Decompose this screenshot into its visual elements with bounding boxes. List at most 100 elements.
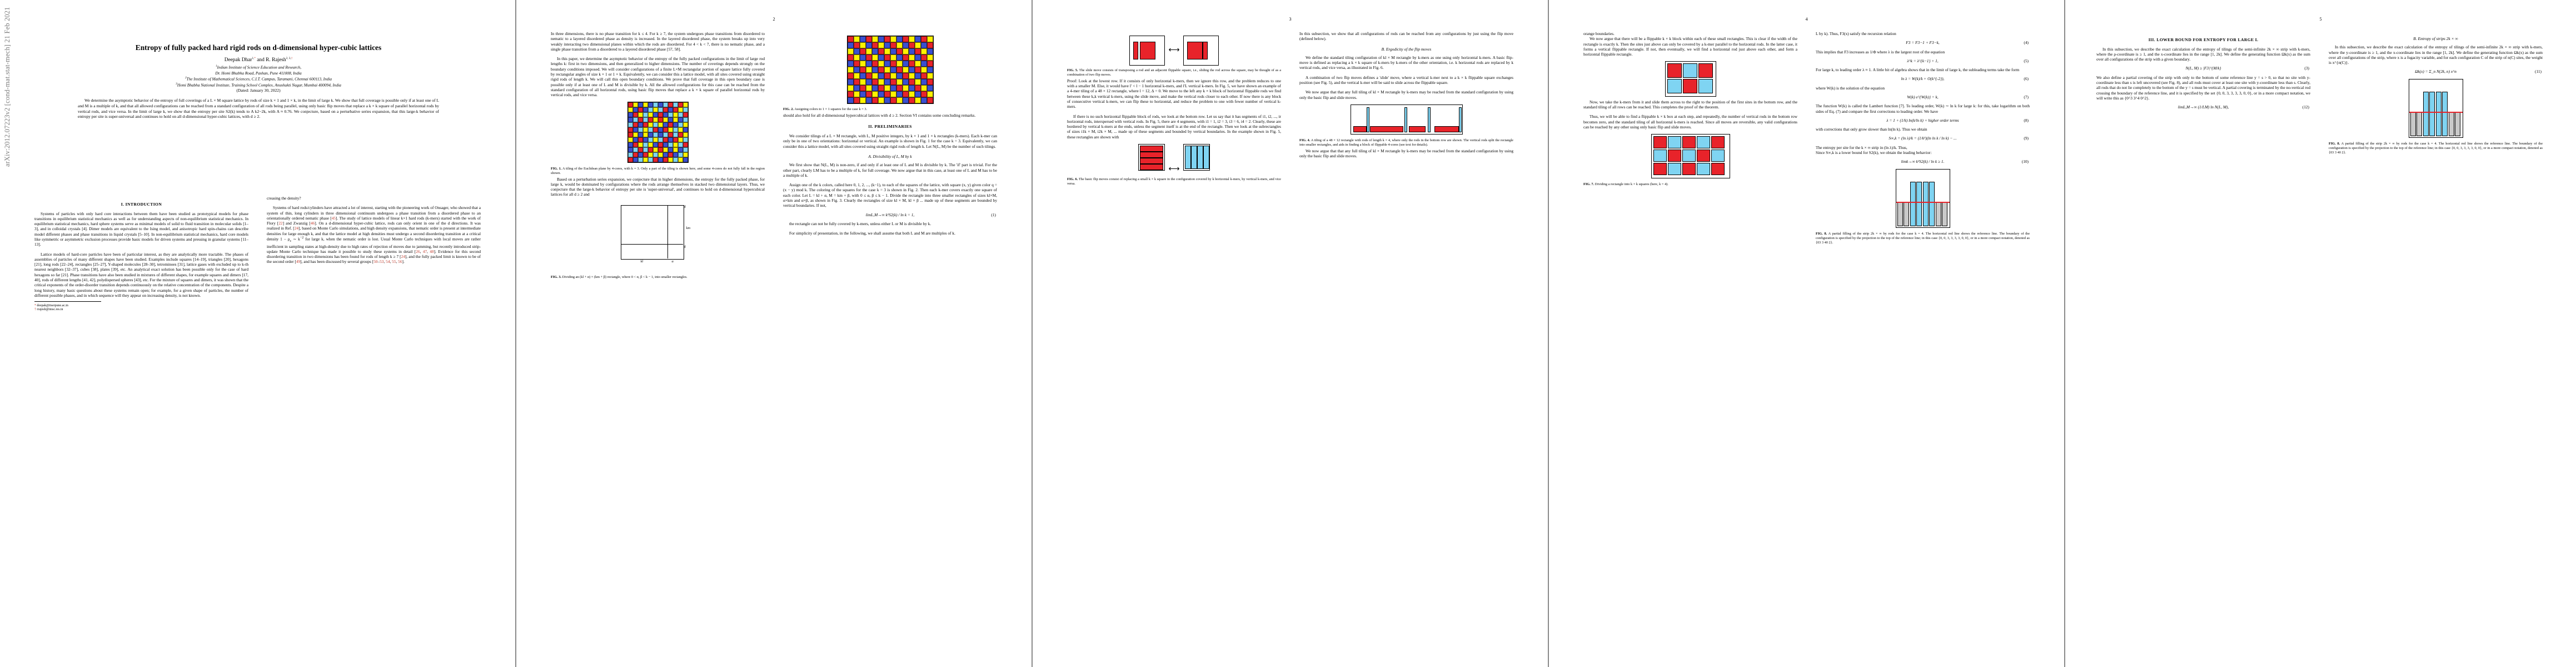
equation-12: limL,M→∞ (1/LM) ln N(L, M), (12) [2178,104,2309,110]
page4-column-right: L by k). Thus, F3(x) satisfy the recursi… [1816,31,2030,246]
double-arrow-icon: ⟷ [1168,46,1180,55]
dated-line: (Dated: January 30, 2022) [236,88,281,93]
double-arrow-icon: ⟷ [1168,165,1180,174]
page-2: 2 In three dimensions, there is no phase… [516,0,1032,667]
figure-6-caption: FIG. 6. The basic flip moves consist of … [1067,177,1281,186]
figure-7-left [1583,61,1797,98]
paragraph: We also define a partial covering of the… [2096,74,2310,101]
figure-8: FIG. 8. A partial filling of the strip 2… [1816,168,2030,245]
affiliation-block: 1Indian Institute of Science Education a… [176,64,341,88]
paragraph: Systems of particles with only hard core… [34,211,248,247]
page-title: Entropy of fully packed hard rigid rods … [135,43,382,52]
subsection-ergodicity: B. Ergodicity of the flip moves [1381,46,1432,52]
fig8-strip-graphic [1816,168,2030,229]
figure-4-caption: FIG. 4. A tiling of a 48 × 12 rectangle … [1299,138,1513,147]
paragraph: should also hold for all d-dimensional h… [783,113,976,118]
figure-1: FIG. 1. A tiling of the Euclidean plane … [551,102,765,175]
fig6-flip-move-graphic: ⟷ [1067,143,1281,175]
fig3-rectangle-graphic: β β α kl km [551,202,765,272]
paragraph: orange boundaries. [1583,31,1615,36]
abstract: We determine the asymptotic behavior of … [78,98,439,120]
figure-7-caption: FIG. 7. Dividing a rectangle into k × k … [1583,182,1668,187]
arxiv-identifier: arXiv:2012.07223v2 [cond-mat.stat-mech] … [3,7,11,167]
figure-8-right: FIG. 8. A partial filling of the strip 2… [2329,78,2543,155]
paragraph: A combination of two flip moves defines … [1299,74,1513,86]
equation-9: S∞,k = (ln λ)/k = (1/k²)(ln ln k / ln k)… [1889,136,2029,141]
equation-8: λ = 1 + (1/k) ln(k/ln k) + higher order … [1886,117,2029,123]
page5-column-right: B. Entropy of strips 2k × ∞ In this subs… [2329,31,2543,156]
page-number: 4 [1805,17,1808,22]
paragraph: Assign one of the k colors, called here … [783,182,997,208]
paragraph: Lattice models of hard-core particles ha… [34,251,248,298]
page-number: 3 [1289,17,1292,22]
paragraph: If there is no such horizontal flippable… [1067,113,1281,140]
figure-8-caption: FIG. 8. A partial filling of the strip 2… [1816,231,2030,245]
equation-1: limL,M→∞ k²S2(k) / ln k = 1, (1) [865,212,996,217]
paragraph: Now, we take the k-mers from it and slid… [1583,99,1797,109]
figure-2-caption: FIG. 2. Assigning colors to 1 × 1 square… [783,107,868,112]
paragraph: We first show that N(L, M) is non-zero, … [783,162,997,178]
footnote-email-2[interactable]: † rrajesh@imsc.res.in [34,308,63,312]
paragraph: Systems of hard rods/cylinders have attr… [267,205,481,265]
paragraph: In this subsection, we show that all con… [1299,31,1513,42]
page1-column-right: creasing the density? Systems of hard ro… [267,196,481,265]
figure-3: β β α kl km FIG. 3. Dividing an (kl + α) × (… [551,202,765,280]
page4-column-left: orange boundaries. We now argue that the… [1583,31,1797,188]
paragraph: where W(k) is the solution of the equati… [1816,85,1885,91]
figure-2: FIG. 2. Assigning colors to 1 × 1 square… [783,36,997,112]
paragraph: the rectangle can not be fully covered b… [789,221,931,226]
figure-8-caption-right: FIG. 8. A partial filling of the strip 2… [2329,142,2543,155]
fig2-lattice-graphic [846,36,934,104]
figure-5-caption: FIG. 5. The slide move consists of trans… [1067,68,1281,77]
paragraph: We now argue that there will be a flippa… [1583,36,1797,57]
section-heading-introduction: I. Introduction [121,202,162,207]
paragraph: We now argue that that any full tiling o… [1299,148,1513,159]
paragraph: creasing the density? [267,196,301,201]
paragraph: For simplicity of presentation, in the f… [789,231,955,236]
section-heading-preliminaries: II. Preliminaries [868,124,912,130]
paragraph: The entropy per site for the k × ∞ strip… [1816,145,1907,150]
subsection-divisibility: A. Divisibility of L, M by k [868,153,912,159]
fig5-slide-move-graphic: ⟷ [1067,36,1281,66]
page-1: arXiv:2012.07223v2 [cond-mat.stat-mech] … [0,0,515,667]
paragraph: For large k, to leading order λ ≈ 1. A l… [1816,67,2020,73]
page3-column-right: In this subsection, we show that all con… [1299,31,1513,159]
page1-column-left: I. Introduction Systems of particles wit… [34,196,248,312]
paragraph: We define the standard tiling configurat… [1299,54,1513,71]
equation-4: F3 = F3−1 + F3−k, (4) [1906,40,2029,46]
paragraph: In three dimensions, there is no phase t… [551,31,765,52]
page3-column-left: ⟷ FIG. 5. The slide move consists of tra… [1067,31,1281,187]
paragraph: Since S∞,k is a lower bound for S2(k), w… [1816,150,1932,155]
subsection-entropy-strip: B. Entropy of strips 2k × ∞ [2413,36,2458,41]
paragraph: Proof: Look at the lowest row. If it con… [1067,78,1281,109]
fig8-strip-graphic-right [2329,78,2543,139]
equation-11: Ωk(x) = Σ_n N(2k, n) x^n (11) [2415,69,2542,74]
page2-column-left: In three dimensions, there is no phase t… [551,31,765,281]
section-heading-lower-bound: III. Lower bound for entropy for large l [2148,37,2259,42]
page5-column-left: III. Lower bound for entropy for large l… [2096,31,2310,113]
page-number: 2 [773,17,775,22]
figure-5: ⟷ FIG. 5. The slide move consists of tra… [1067,36,1281,77]
author-list: Deepak Dhar1,* and R. Rajesh2, 3,† [224,57,293,63]
paragraph: Thus, we will be able to find a flippabl… [1583,114,1797,130]
fig1-lattice-graphic [627,102,689,163]
equation-6: ln λ = W(k)/k + O(k^{-2}), (6) [1901,76,2029,82]
paragraph: We consider tilings of a L × M rectangle… [783,133,997,149]
footnote-rule [34,301,101,302]
page-3: 3 ⟷ FIG. 5. The slide move consists of t… [1033,0,1548,667]
paragraph: In this subsection, we describe the exac… [2096,46,2310,62]
equation-7: W(k) e^{W(k)} = k, (7) [1907,94,2029,99]
equation-3: N(L, M) ≥ |F3|^{M/k} (3) [2185,66,2309,71]
paragraph: In this paper, we determine the asymptot… [551,56,765,98]
figure-6: ⟷ FIG. 6. The basic flip moves consist o… [1067,143,1281,186]
fig7-division-graphic [1583,134,1797,180]
page2-column-right: FIG. 2. Assigning colors to 1 × 1 square… [783,31,997,236]
figure-4: FIG. 4. A tiling of a 48 × 12 rectangle … [1299,104,1513,147]
fig7-rect-graphic-left [1583,61,1797,98]
page-4: 4 orange boundaries. We now argue that t… [1549,0,2064,667]
footnote-email-1[interactable]: * deepak@iiserpune.ac.in [34,304,68,308]
paragraph: We now argue that that any full tiling o… [1299,89,1513,100]
paragraph: In this subsection, we describe the exac… [2329,44,2543,66]
figure-7: FIG. 7. Dividing a rectangle into k × k … [1583,134,1797,187]
paragraph: This implies that F3 increases as 1/Φ wh… [1816,49,1945,54]
